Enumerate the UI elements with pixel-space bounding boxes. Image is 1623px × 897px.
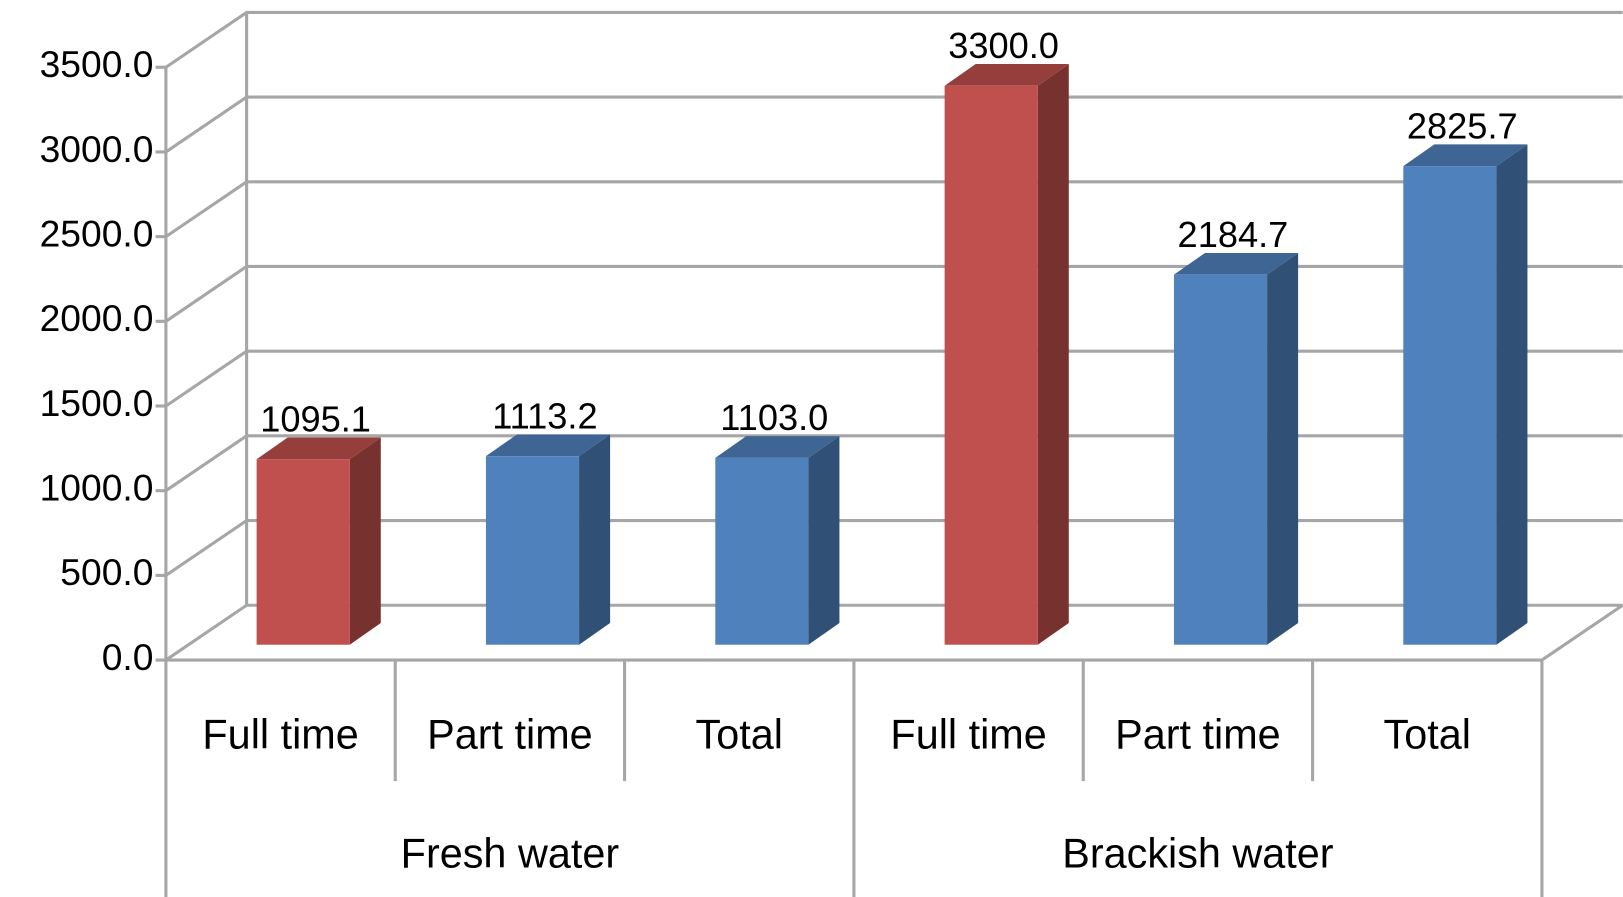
bar <box>715 457 809 645</box>
grid-line <box>165 10 1623 69</box>
value-label: 1095.1 <box>260 399 371 440</box>
x-tick-label: Full time <box>890 712 1046 758</box>
bar-top <box>256 437 381 460</box>
bar-side <box>1267 252 1299 645</box>
bar-side <box>349 437 381 645</box>
y-tick-label: 0.0 <box>102 636 154 678</box>
bar-side <box>579 434 611 645</box>
y-tick-label: 1500.0 <box>40 382 154 424</box>
bar-top <box>944 64 1069 86</box>
x-tick-label: Full time <box>202 712 358 758</box>
y-tick-label: 2000.0 <box>40 297 154 339</box>
y-tick-label: 500.0 <box>60 551 153 593</box>
group-label: Brackish water <box>1062 831 1334 877</box>
bar <box>256 459 350 645</box>
bar-top <box>485 434 611 457</box>
bar <box>1173 274 1268 645</box>
x-tick-label: Total <box>1384 712 1471 758</box>
value-label: 1103.0 <box>720 397 828 438</box>
bar-top <box>1403 144 1528 167</box>
value-label: 2184.7 <box>1178 214 1289 255</box>
bar-side <box>1496 144 1528 645</box>
y-tick-label: 1000.0 <box>40 467 154 509</box>
bar <box>1403 166 1497 645</box>
y-tick-label: 3500.0 <box>40 43 154 85</box>
y-tick-label: 3000.0 <box>40 128 154 170</box>
x-tick-label: Total <box>696 712 783 758</box>
grid-line <box>165 95 1623 154</box>
x-tick-label: Part time <box>427 712 593 758</box>
bar-top <box>1173 252 1299 275</box>
bar <box>944 85 1038 645</box>
value-label: 2825.7 <box>1407 105 1518 146</box>
bar-top <box>715 436 840 458</box>
bar-side <box>808 436 840 645</box>
value-label: 1113.2 <box>492 395 597 436</box>
bar-side <box>1037 64 1069 645</box>
group-label: Fresh water <box>401 831 620 877</box>
bar <box>485 456 580 645</box>
value-label: 3300.0 <box>948 25 1059 66</box>
x-tick-label: Part time <box>1115 712 1281 758</box>
y-tick-label: 2500.0 <box>40 212 154 254</box>
